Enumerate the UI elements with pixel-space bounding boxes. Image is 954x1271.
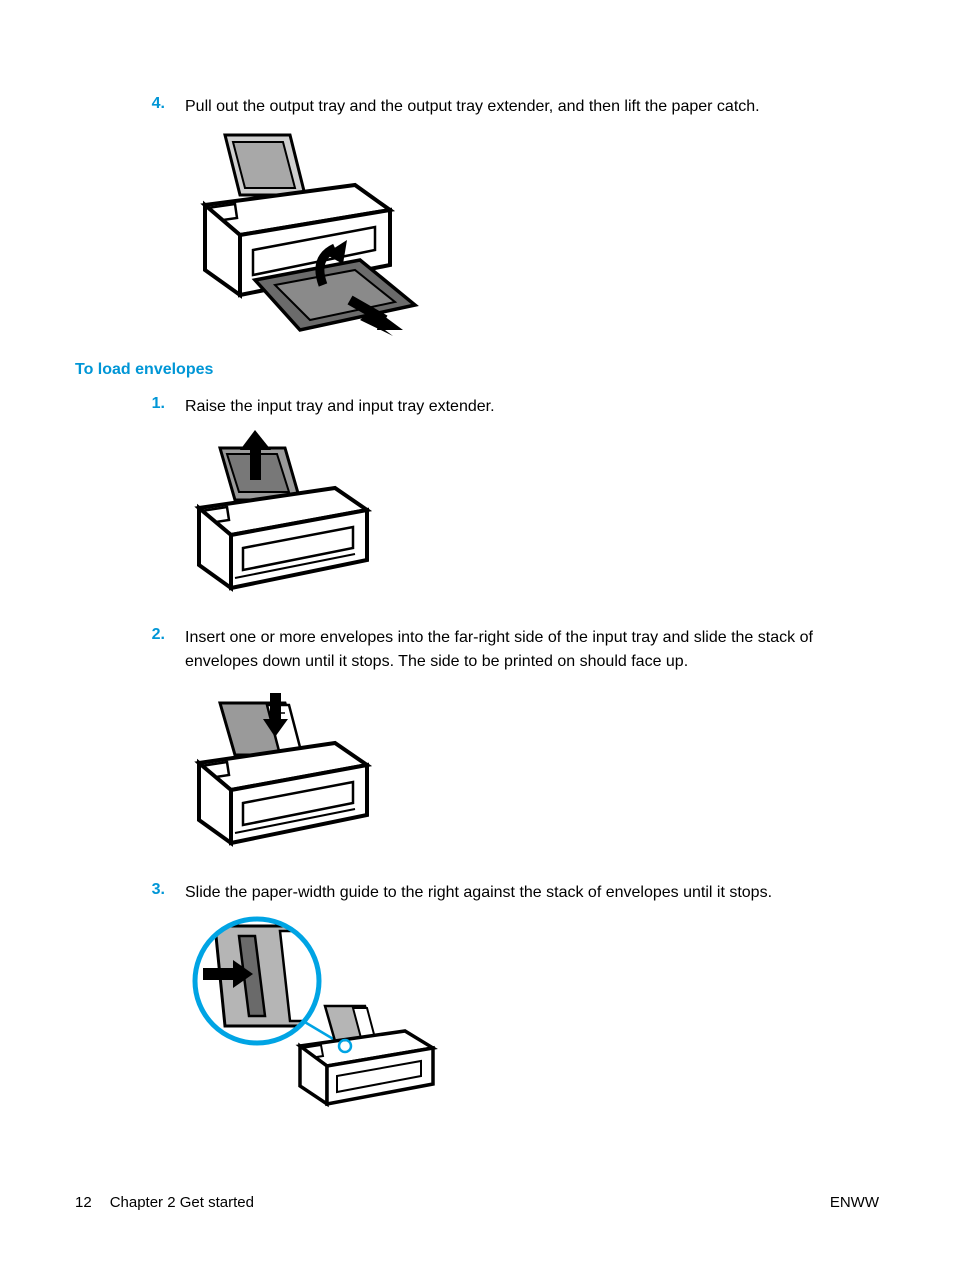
language-code: ENWW [830, 1194, 879, 1211]
chapter-label: Chapter 2 Get started [110, 1194, 254, 1211]
printer-insert-envelope-illustration [185, 685, 879, 865]
step-text: Insert one or more envelopes into the fa… [185, 626, 879, 672]
step-number: 4. [75, 95, 185, 118]
step-number: 2. [75, 626, 185, 672]
step-row: 2. Insert one or more envelopes into the… [75, 626, 879, 672]
printer-output-tray-illustration [185, 130, 879, 345]
printer-width-guide-illustration [185, 916, 879, 1116]
document-page: 4. Pull out the output tray and the outp… [0, 0, 954, 1271]
footer-left: 12 Chapter 2 Get started [75, 1194, 254, 1211]
step-text: Raise the input tray and input tray exte… [185, 395, 879, 418]
printer-raise-input-illustration [185, 430, 879, 610]
page-number: 12 [75, 1194, 92, 1211]
step-row: 3. Slide the paper-width guide to the ri… [75, 881, 879, 904]
step-text: Pull out the output tray and the output … [185, 95, 879, 118]
section-heading: To load envelopes [75, 361, 879, 379]
step-number: 1. [75, 395, 185, 418]
step-row: 4. Pull out the output tray and the outp… [75, 95, 879, 118]
step-row: 1. Raise the input tray and input tray e… [75, 395, 879, 418]
page-footer: 12 Chapter 2 Get started ENWW [75, 1194, 879, 1211]
step-number: 3. [75, 881, 185, 904]
step-text: Slide the paper-width guide to the right… [185, 881, 879, 904]
